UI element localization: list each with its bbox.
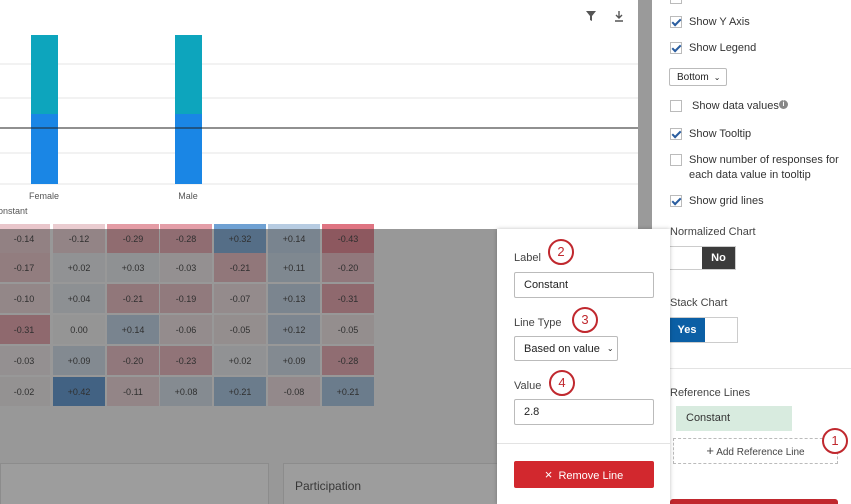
checkbox [670, 154, 682, 166]
chart-panel: Female Male onstant [0, 0, 638, 229]
filter-icon[interactable] [586, 11, 596, 21]
popover: Label Constant Line Type Based on value ⌄… [497, 229, 670, 504]
toggle[interactable]: Yes [668, 317, 738, 343]
section-label: Normalized Chart [670, 226, 756, 238]
plus-icon: + [706, 443, 714, 458]
caret: ⌄ [713, 72, 721, 82]
checkbox[interactable] [670, 0, 682, 4]
option-label: Show Tooltip [689, 128, 752, 140]
reference-line-item[interactable]: Constant [676, 406, 792, 431]
section-label: Stack Chart [670, 297, 728, 309]
select-value: Bottom [677, 71, 709, 83]
select-value: Based on value [524, 342, 600, 355]
option-label: Show number of responses for each data v… [689, 154, 839, 181]
overlay[interactable] [0, 229, 497, 504]
toggle-active: No [702, 247, 735, 269]
legend-label: onstant [0, 206, 28, 216]
chart: Female Male onstant [0, 11, 638, 216]
line-type-select[interactable]: Based on value ⌄ [514, 336, 618, 361]
button-label: Remove Line [558, 470, 624, 482]
section-label: Reference Lines [670, 387, 751, 399]
option-label: Show Legend [689, 42, 757, 54]
option[interactable]: Show grid lines [670, 194, 840, 209]
bar-segment [31, 35, 58, 114]
bar-segment [31, 114, 58, 184]
option-label: Show grid lines [689, 195, 764, 207]
button-label: Add Reference Line [716, 447, 805, 458]
download-icon[interactable] [615, 11, 623, 22]
checkbox [670, 128, 682, 140]
divider [652, 368, 851, 369]
x-label: Male [178, 191, 198, 201]
value-input[interactable]: 2.8 [514, 399, 654, 425]
option[interactable]: Show data values [670, 99, 840, 114]
x-icon: × [544, 467, 553, 482]
checkbox [670, 16, 682, 28]
caret: ⌄ [606, 344, 614, 353]
option[interactable]: Show Y Axis [670, 15, 840, 30]
option[interactable]: Show Tooltip [670, 127, 840, 142]
divider [497, 443, 670, 444]
option-label: Show Y Axis [689, 16, 750, 28]
remove-button[interactable]: × Remove Line [514, 461, 654, 488]
checkbox [670, 42, 682, 54]
checkbox [670, 100, 682, 112]
option[interactable]: Show number of responses for each data v… [670, 153, 840, 183]
checkbox [670, 195, 682, 207]
add-reference-button[interactable]: + Add Reference Line [673, 438, 838, 464]
badge: 3 [572, 307, 598, 333]
field-label: Label [514, 252, 541, 264]
badge: 2 [548, 239, 574, 265]
field-label: Value [514, 380, 542, 392]
option[interactable]: Show Legend [670, 41, 840, 56]
button[interactable] [670, 499, 838, 504]
label-input[interactable]: Constant [514, 272, 654, 298]
bar-segment [175, 35, 202, 114]
legend-select[interactable]: Bottom ⌄ [669, 68, 727, 86]
bar-segment [175, 114, 202, 184]
badge: 4 [549, 370, 575, 396]
toggle-active: Yes [669, 318, 705, 342]
badge: 1 [822, 428, 848, 454]
x-label: Female [29, 191, 59, 201]
field-label: Line Type [514, 317, 562, 329]
info-icon[interactable]: i [779, 100, 788, 109]
toggle[interactable]: No [668, 246, 736, 270]
option-label: Show data values [692, 100, 779, 112]
